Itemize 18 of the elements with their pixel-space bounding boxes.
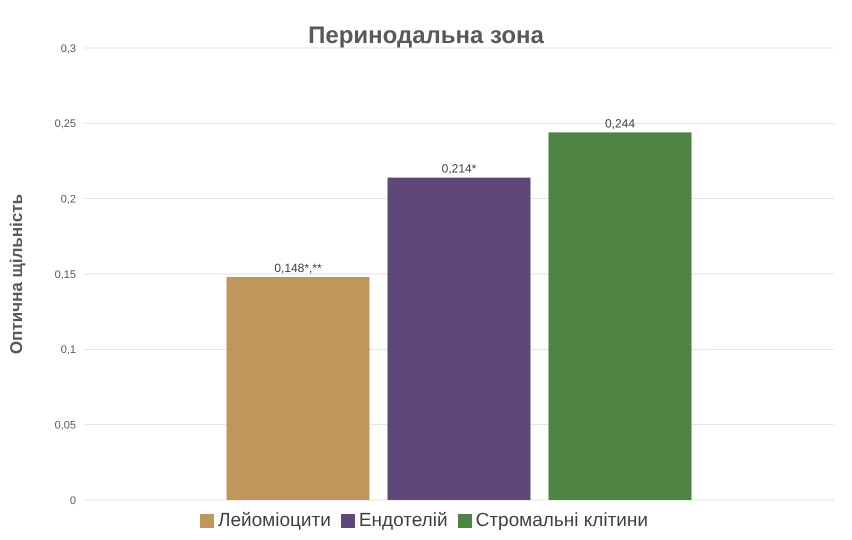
- y-tick-label: 0,25: [54, 118, 76, 130]
- bar: [548, 132, 692, 500]
- y-tick-label: 0,2: [60, 194, 76, 206]
- chart-title: Перинодальна зона: [308, 22, 544, 49]
- data-label: 0,244: [604, 116, 636, 130]
- data-label: 0,214*: [442, 162, 477, 176]
- legend-label: Лейоміоцити: [218, 510, 331, 531]
- bar: [226, 277, 370, 500]
- y-tick-label: 0,3: [60, 42, 76, 55]
- y-tick-label: 0: [70, 494, 76, 507]
- data-label: 0,148*,**: [274, 261, 322, 276]
- y-tick-label: 0,1: [60, 344, 76, 356]
- y-tick-label: 0,05: [54, 420, 76, 432]
- y-axis-title: Оптична щільність: [7, 194, 26, 354]
- legend-label: Ендотелій: [358, 510, 448, 531]
- y-tick-label: 0,15: [54, 268, 76, 281]
- bar: [388, 178, 530, 500]
- legend-label: Стромальні клітини: [476, 510, 648, 531]
